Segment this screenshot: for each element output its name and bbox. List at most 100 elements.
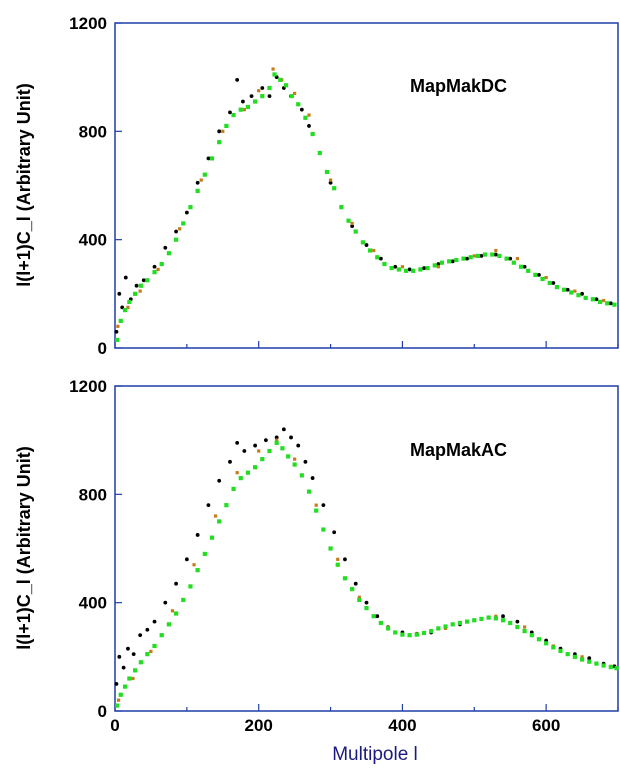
panel-annotation-top: MapMakDC	[410, 76, 507, 96]
data-point-black	[537, 272, 541, 277]
data-point-black	[289, 435, 293, 440]
data-point-green	[490, 252, 495, 257]
data-point-green	[511, 260, 516, 265]
data-point-orange	[257, 89, 261, 93]
y-tick-label: 800	[79, 122, 107, 141]
data-point-black	[241, 99, 245, 104]
data-point-green	[407, 633, 412, 638]
data-point-green	[572, 654, 577, 659]
data-point-green	[202, 551, 207, 557]
data-point-green	[260, 94, 265, 99]
data-point-green	[565, 652, 570, 657]
data-point-black	[195, 180, 200, 185]
data-point-green	[310, 131, 315, 137]
data-point-green	[278, 77, 283, 82]
data-point-green	[195, 568, 200, 573]
data-point-black	[364, 600, 369, 605]
data-point-orange	[116, 324, 120, 328]
data-point-black	[114, 682, 119, 686]
data-point-green	[364, 605, 369, 611]
data-point-green	[317, 150, 322, 156]
x-axis-label: Multipole l	[332, 744, 418, 765]
data-point-green	[173, 611, 179, 616]
y-tick-label: 400	[79, 231, 107, 250]
data-point-orange	[275, 438, 279, 442]
y-tick-label: 800	[79, 485, 107, 504]
data-point-green	[324, 169, 330, 175]
data-point-black	[206, 156, 211, 161]
data-point-green	[339, 205, 344, 210]
x-ticks-top	[114, 341, 619, 348]
data-point-orange	[573, 289, 577, 293]
data-point-green	[145, 278, 150, 283]
data-point-green	[403, 268, 409, 273]
data-point-green	[188, 205, 193, 210]
data-point-green	[378, 620, 383, 626]
data-point-green	[238, 107, 243, 112]
data-point-orange	[602, 299, 606, 303]
data-point-green	[188, 584, 193, 589]
data-point-green	[479, 616, 484, 622]
data-point-black	[152, 264, 157, 269]
data-point-black	[117, 654, 122, 659]
data-point-black	[163, 245, 168, 250]
data-point-green	[138, 660, 143, 665]
data-point-black	[134, 283, 139, 288]
data-point-green	[439, 260, 445, 265]
data-point-orange	[436, 265, 440, 269]
data-point-orange	[494, 248, 498, 253]
data-point-green	[443, 624, 448, 629]
data-point-orange	[156, 267, 160, 272]
data-point-green	[583, 295, 588, 300]
data-point-orange	[116, 698, 121, 702]
data-point-green	[597, 299, 603, 305]
plot-frame-top	[114, 22, 619, 349]
data-point-green	[382, 261, 387, 267]
data-point-green	[554, 284, 560, 290]
data-point-green	[601, 663, 606, 668]
data-point-green	[224, 123, 229, 129]
data-point-green	[594, 661, 599, 666]
data-point-black	[174, 229, 178, 234]
data-point-green	[245, 104, 251, 110]
data-point-orange	[131, 676, 135, 681]
data-point-green	[371, 614, 376, 619]
data-point-green	[612, 302, 617, 307]
data-point-green	[299, 473, 304, 478]
data-point-orange	[515, 257, 519, 261]
data-point-green	[486, 615, 491, 620]
y-tick-label: 1200	[69, 14, 107, 33]
data-point-black	[281, 427, 286, 432]
data-point-green	[122, 307, 128, 313]
data-point-green	[283, 83, 289, 88]
data-point-orange	[293, 457, 297, 461]
data-point-black	[260, 86, 265, 90]
y-tick-label: 400	[79, 594, 107, 613]
data-point-green	[138, 283, 143, 288]
data-point-green	[558, 648, 563, 653]
data-point-green	[181, 221, 186, 226]
data-point-green	[224, 503, 229, 508]
data-point-black	[249, 94, 254, 99]
data-point-black	[217, 478, 222, 483]
data-point-orange	[293, 91, 297, 96]
data-point-green	[296, 102, 301, 107]
data-point-black	[332, 530, 337, 535]
panel-annotation-bottom: MapMakAC	[410, 440, 507, 460]
data-point-green	[447, 259, 452, 264]
data-point-orange	[544, 275, 548, 280]
data-point-green	[181, 597, 186, 603]
panel-mapmakac: 0 400 800 1200 0 200 400 600 MapMakAC l(l+1)C_…	[14, 377, 619, 765]
data-point-black	[587, 656, 592, 661]
data-point-green	[482, 252, 488, 257]
data-point-green	[432, 263, 437, 268]
data-point-green	[475, 253, 480, 259]
data-point-green	[396, 267, 401, 272]
data-point-orange	[336, 557, 340, 561]
data-point-green	[350, 587, 355, 592]
data-point-green	[461, 256, 466, 261]
data-point-green	[166, 622, 171, 627]
data-point-orange	[271, 67, 275, 71]
data-point-green	[152, 643, 157, 649]
data-point-green	[122, 684, 128, 689]
